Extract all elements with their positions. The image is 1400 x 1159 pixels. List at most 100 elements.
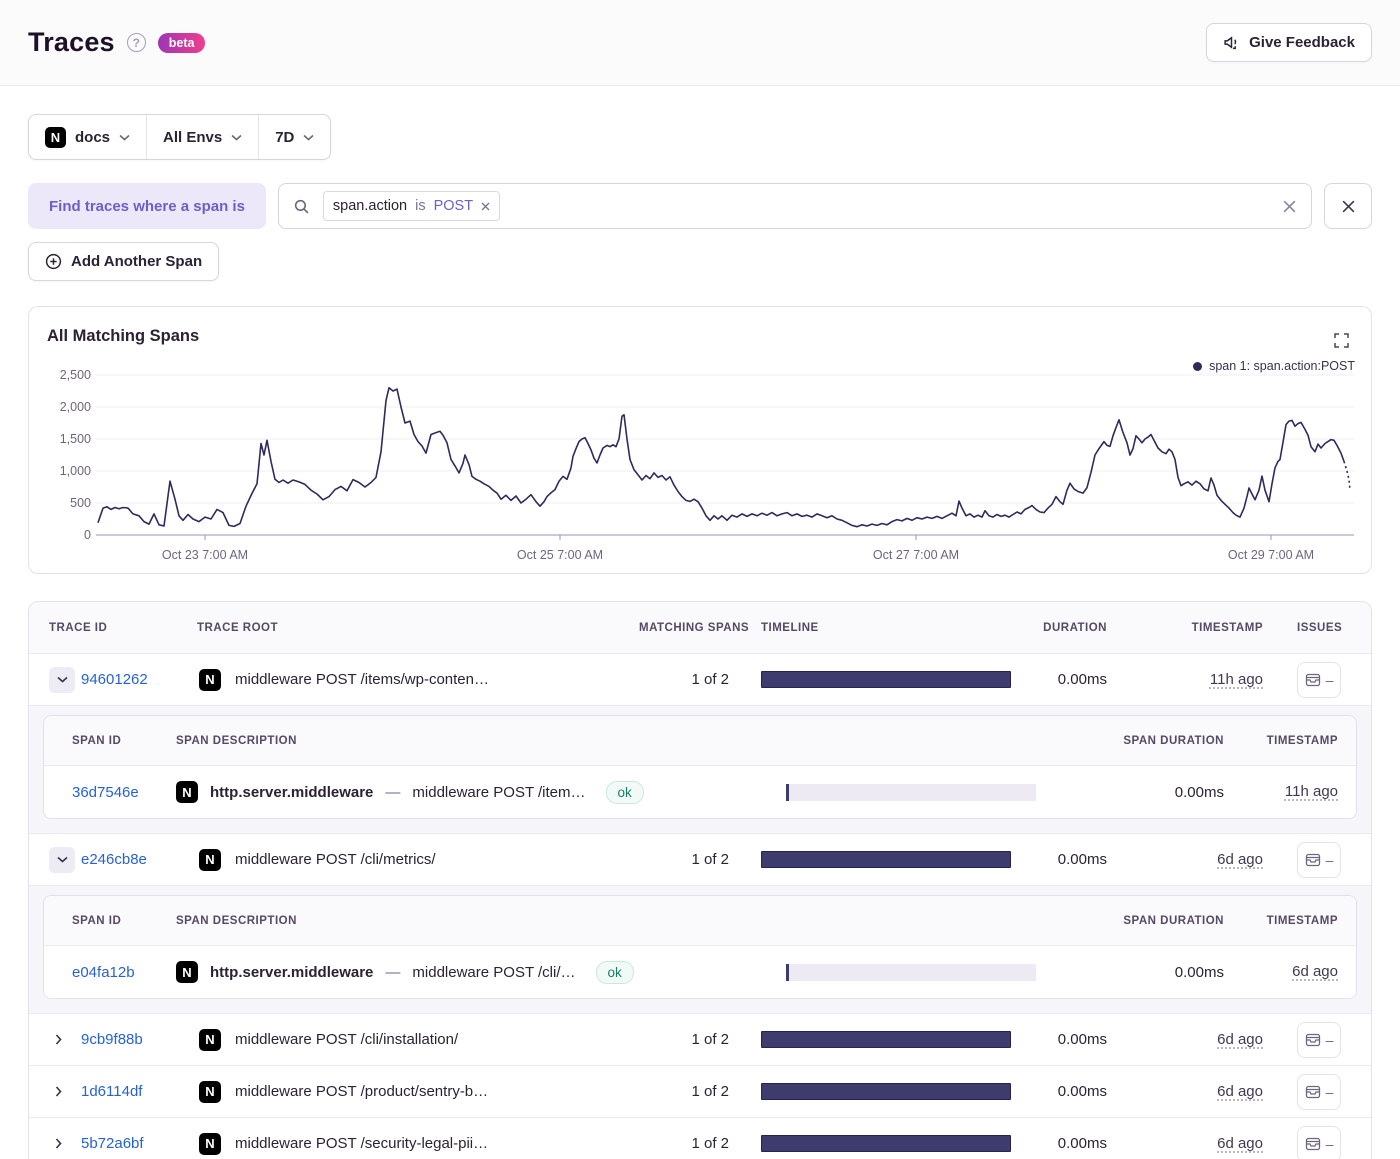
svg-text:2,500: 2,500 (60, 368, 91, 382)
span-timestamp-value[interactable]: 6d ago (1292, 963, 1338, 980)
span-id-link[interactable]: e04fa12b (72, 963, 135, 981)
col-span-id: SPAN ID (72, 914, 122, 927)
project-filter[interactable]: N docs (29, 115, 146, 159)
issues-inbox-icon (1305, 853, 1320, 866)
col-span-timestamp: TIMESTAMP (1266, 734, 1338, 747)
span-search-input[interactable]: span.action is POST (277, 183, 1312, 229)
date-range-filter[interactable]: 7D (258, 115, 330, 159)
svg-text:Oct 29 7:00 AM: Oct 29 7:00 AM (1228, 548, 1314, 562)
expand-row-button[interactable] (55, 1138, 79, 1149)
issues-empty-dash: – (1325, 851, 1334, 868)
issues-inbox-icon (1305, 673, 1320, 686)
svg-text:0: 0 (84, 528, 91, 542)
expanded-spans-section: SPAN ID SPAN DESCRIPTION SPAN DURATION T… (29, 886, 1371, 1014)
issues-empty-dash: – (1325, 1083, 1334, 1100)
expand-row-button[interactable] (55, 1034, 79, 1045)
nextjs-platform-icon: N (199, 668, 221, 691)
matching-spans-value: 1 of 2 (691, 1135, 729, 1152)
issues-inbox-icon (1305, 1085, 1320, 1098)
trace-timeline-bar[interactable] (761, 1083, 1011, 1100)
project-filter-label: docs (75, 128, 111, 146)
chevron-down-icon (56, 676, 68, 683)
svg-text:Oct 23 7:00 AM: Oct 23 7:00 AM (162, 548, 248, 562)
chevron-down-icon (119, 134, 130, 141)
span-timeline-bar[interactable] (786, 963, 1036, 981)
timestamp-value[interactable]: 11h ago (1209, 670, 1263, 688)
timestamp-value[interactable]: 6d ago (1217, 1134, 1263, 1152)
trace-timeline-bar[interactable] (761, 671, 1011, 688)
legend-label: span 1: span.action:POST (1209, 359, 1355, 373)
spans-subtable: SPAN ID SPAN DESCRIPTION SPAN DURATION T… (43, 715, 1357, 819)
issues-button[interactable]: – (1297, 1021, 1341, 1058)
trace-root-text: middleware POST /cli/installation/ (235, 1031, 459, 1048)
expand-row-button[interactable] (55, 1086, 79, 1097)
trace-id-link[interactable]: 1d6114df (81, 1083, 143, 1100)
page-filter-bar: N docs All Envs 7D (28, 114, 332, 160)
token-remove-icon[interactable] (481, 202, 490, 211)
filter-token[interactable]: span.action is POST (322, 191, 501, 221)
col-span-duration: SPAN DURATION (1123, 734, 1224, 747)
trace-root-text: middleware POST /security-legal-pii… (235, 1135, 489, 1152)
all-matching-spans-panel: All Matching Spans span 1: span.action:P… (28, 306, 1372, 574)
span-timestamp-value[interactable]: 11h ago (1284, 783, 1338, 800)
chevron-right-icon (55, 1086, 62, 1097)
timestamp-value[interactable]: 6d ago (1217, 1082, 1263, 1100)
trace-timeline-bar[interactable] (761, 1031, 1011, 1048)
span-id-link[interactable]: 36d7546e (72, 783, 139, 801)
collapse-row-button[interactable] (49, 846, 75, 873)
trace-root-text: middleware POST /items/wp-conten… (235, 671, 489, 688)
span-timeline-bar[interactable] (786, 783, 1036, 801)
span-operation: http.server.middleware (210, 783, 374, 801)
give-feedback-button[interactable]: Give Feedback (1206, 23, 1372, 62)
nextjs-platform-icon: N (199, 1132, 221, 1155)
table-row: e246cb8e N middleware POST /cli/metrics/… (29, 834, 1371, 886)
search-icon (294, 199, 309, 213)
close-icon (1342, 200, 1354, 212)
issues-empty-dash: – (1325, 671, 1334, 688)
col-span-id: SPAN ID (72, 734, 122, 747)
trace-id-link[interactable]: 9cb9f88b (81, 1031, 143, 1048)
trace-id-link[interactable]: 94601262 (81, 671, 148, 688)
col-timeline: TIMELINE (761, 621, 819, 634)
table-row: 5b72a6bf N middleware POST /security-leg… (29, 1118, 1371, 1159)
search-clear-icon[interactable] (1282, 199, 1297, 214)
issues-button[interactable]: – (1297, 1125, 1341, 1159)
trace-timeline-bar[interactable] (761, 851, 1011, 868)
svg-text:Oct 27 7:00 AM: Oct 27 7:00 AM (873, 548, 959, 562)
plus-circle-icon (45, 253, 62, 270)
help-icon[interactable]: ? (126, 33, 146, 52)
issues-button[interactable]: – (1297, 1073, 1341, 1110)
expand-chart-icon[interactable] (1334, 333, 1349, 348)
span-operation: http.server.middleware (210, 963, 374, 981)
duration-value: 0.00ms (1057, 671, 1107, 688)
spans-line-chart: 0 500 1,000 1,500 2,000 2,500 Oct 23 7:00 AM Oc… (60, 368, 1354, 562)
col-span-timestamp: TIMESTAMP (1266, 914, 1338, 927)
collapse-row-button[interactable] (49, 666, 75, 693)
table-row: 1d6114df N middleware POST /product/sent… (29, 1066, 1371, 1118)
trace-timeline-bar[interactable] (761, 1135, 1011, 1152)
span-description-text: middleware POST /item… (412, 783, 586, 801)
token-key: span.action (332, 198, 408, 214)
issues-empty-dash: – (1325, 1031, 1334, 1048)
trace-id-link[interactable]: e246cb8e (81, 851, 147, 868)
spans-subtable-header: SPAN ID SPAN DESCRIPTION SPAN DURATION T… (44, 896, 1356, 946)
duration-value: 0.00ms (1057, 1031, 1107, 1048)
table-row: 9cb9f88b N middleware POST /cli/installa… (29, 1014, 1371, 1066)
remove-span-query-button[interactable] (1324, 183, 1372, 229)
issues-button[interactable]: – (1297, 661, 1341, 698)
span-row: 36d7546e N http.server.middleware — midd… (44, 766, 1356, 818)
timestamp-value[interactable]: 6d ago (1217, 1030, 1263, 1048)
timestamp-value[interactable]: 6d ago (1217, 850, 1263, 868)
page-header: Traces ? beta Give Feedback (0, 0, 1400, 86)
chart-legend[interactable]: span 1: span.action:POST (1193, 359, 1355, 373)
add-another-span-button[interactable]: Add Another Span (28, 242, 220, 281)
trace-id-link[interactable]: 5b72a6bf (81, 1135, 144, 1152)
duration-value: 0.00ms (1057, 1135, 1107, 1152)
page-title: Traces (28, 27, 115, 57)
col-span-description: SPAN DESCRIPTION (176, 734, 297, 747)
span-duration-value: 0.00ms (1174, 963, 1224, 981)
separator-dash: — (385, 783, 401, 801)
issues-button[interactable]: – (1297, 841, 1341, 878)
environment-filter[interactable]: All Envs (146, 115, 258, 159)
nextjs-platform-icon: N (199, 848, 221, 871)
